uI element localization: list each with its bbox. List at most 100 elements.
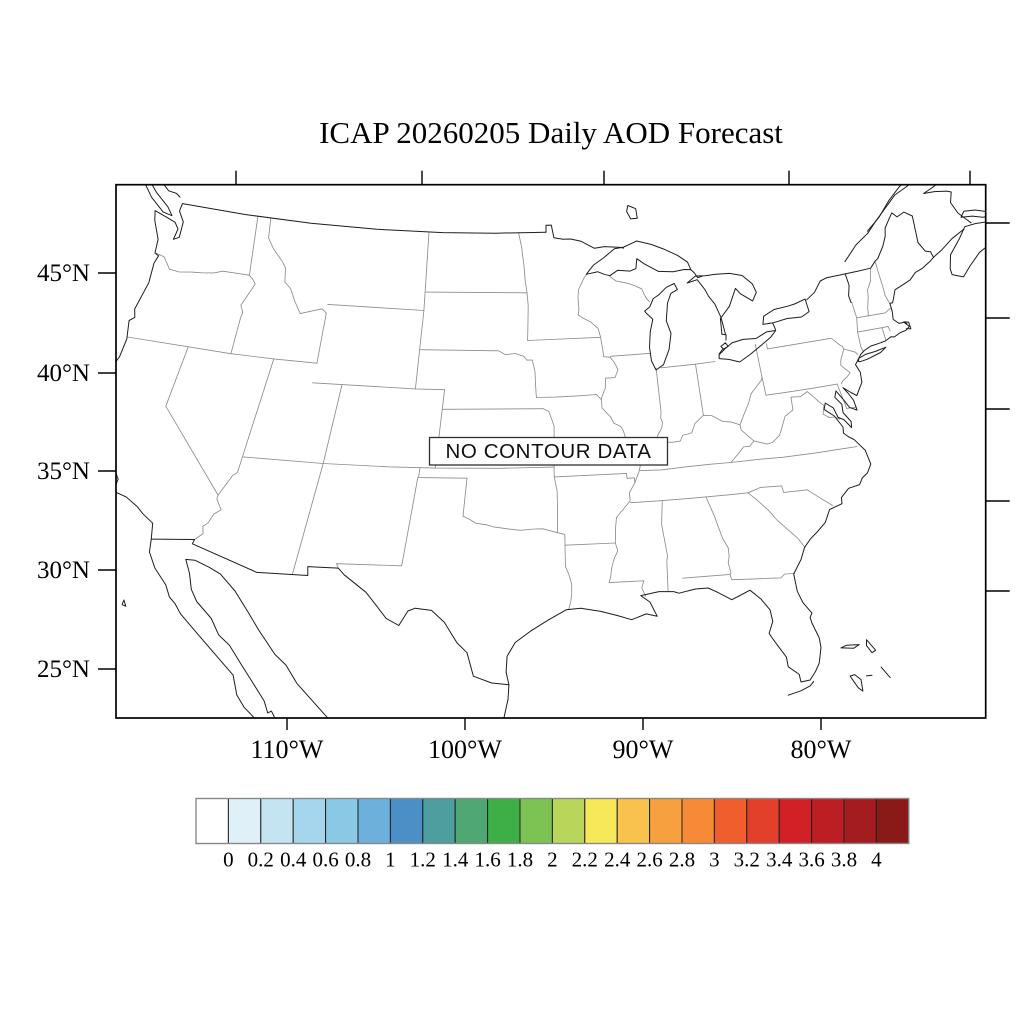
- state-border: [705, 496, 732, 575]
- colorbar-tick-label: 1.2: [410, 848, 436, 872]
- colorbar-tick-label: 3.8: [831, 848, 857, 872]
- lon-tick-label: 100°W: [428, 735, 502, 764]
- colorbar-cell: [357, 798, 391, 844]
- colorbar-cell: [487, 798, 521, 844]
- colorbar-cell: [292, 798, 327, 844]
- no-contour-data-box: NO CONTOUR DATA: [428, 436, 669, 466]
- state-border: [765, 337, 845, 350]
- state-border: [881, 327, 887, 341]
- coastline: [880, 666, 891, 679]
- lat-tick-label: 25°N: [37, 656, 90, 683]
- colorbar-cell: [195, 798, 229, 844]
- coastline: [690, 269, 703, 279]
- state-border: [327, 303, 425, 311]
- state-border: [836, 383, 858, 409]
- state-border: [527, 336, 602, 341]
- state-border: [856, 307, 891, 319]
- state-border: [557, 532, 573, 610]
- state-border: [629, 492, 749, 504]
- coastline: [503, 256, 934, 718]
- colorbar-cell: [227, 798, 262, 844]
- state-border: [553, 466, 636, 484]
- map-frame: [115, 183, 987, 719]
- colorbar-cell: [811, 798, 845, 844]
- state-border: [609, 352, 652, 357]
- state-border: [682, 573, 731, 579]
- colorbar-cell: [746, 798, 780, 844]
- colorbar-tick-label: 1.8: [507, 848, 533, 872]
- state-border: [577, 296, 642, 584]
- coastline: [545, 224, 625, 249]
- coastline: [644, 283, 678, 371]
- state-border: [418, 467, 468, 517]
- colorbar-outline: [195, 797, 910, 845]
- colorbar: 0 0.2 0.4 0.6 0.8 1 1.2 1.4 1.6 1.8 2 2.2 2.4 2.6 2.8 3…: [195, 797, 910, 872]
- lon-tick-label: 90°W: [613, 735, 674, 764]
- coastline: [844, 184, 972, 263]
- colorbar-tick-label: 3: [709, 848, 720, 872]
- state-border: [419, 349, 528, 361]
- state-border: [765, 383, 838, 396]
- state-border: [840, 348, 851, 385]
- colorbar-cell: [551, 798, 586, 844]
- state-border: [608, 580, 647, 597]
- coastline: [772, 322, 776, 330]
- state-border: [729, 573, 796, 581]
- state-border: [660, 361, 716, 369]
- state-border: [753, 391, 808, 445]
- colorbar-cell: [422, 798, 456, 844]
- coastline: [163, 184, 181, 198]
- state-border: [887, 325, 891, 332]
- state-border: [867, 267, 872, 317]
- lat-tick-label: 30°N: [37, 557, 90, 584]
- colorbar-tick-label: 1.6: [474, 848, 500, 872]
- coastline: [585, 240, 692, 277]
- coastline: [150, 538, 510, 686]
- coastline: [866, 184, 903, 232]
- state-border: [230, 274, 256, 355]
- colorbar-cell: [454, 798, 489, 844]
- colorbar-cell: [713, 798, 748, 844]
- lon-tick-label: 80°W: [791, 735, 852, 764]
- state-border: [526, 359, 538, 398]
- colorbar-cell: [649, 798, 683, 844]
- lat-tick-label: 45°N: [37, 260, 90, 287]
- state-border: [217, 358, 275, 496]
- coastline: [718, 348, 724, 355]
- colorbar-tick-label: 0: [223, 848, 234, 872]
- state-border: [248, 215, 259, 276]
- coastline-layer: [116, 184, 986, 718]
- coastline: [718, 330, 777, 363]
- coastline: [182, 203, 547, 234]
- coastline: [949, 221, 986, 278]
- coastline: [844, 273, 852, 303]
- colorbar-tick-label: 0.2: [248, 848, 274, 872]
- state-border: [312, 382, 446, 391]
- coastline: [116, 203, 329, 718]
- colorbar-cell: [584, 798, 618, 844]
- state-border: [242, 456, 555, 469]
- state-border: [874, 260, 890, 304]
- state-borders-layer: [127, 215, 891, 610]
- axis-labels: 45°N 40°N 35°N 30°N 25°N 110°W 100°W 90°W 80°W: [37, 260, 852, 764]
- state-border: [747, 485, 834, 507]
- state-border: [165, 346, 222, 540]
- colorbar-cell: [681, 798, 715, 844]
- coastline: [720, 342, 729, 350]
- colorbar-tick-label: 2.4: [604, 848, 631, 872]
- state-border: [268, 217, 327, 315]
- colorbar-tick-label: 1: [385, 848, 396, 872]
- state-border: [754, 343, 767, 396]
- colorbar-cell: [519, 798, 553, 844]
- coastline: [626, 205, 638, 220]
- coastline: [806, 211, 934, 301]
- state-border: [553, 476, 559, 534]
- colorbar-cell: [875, 798, 910, 844]
- state-border: [730, 424, 755, 463]
- state-border: [424, 291, 527, 294]
- state-border: [518, 232, 528, 294]
- no-contour-data-text: NO CONTOUR DATA: [445, 440, 651, 463]
- lat-tick-label: 35°N: [37, 458, 90, 485]
